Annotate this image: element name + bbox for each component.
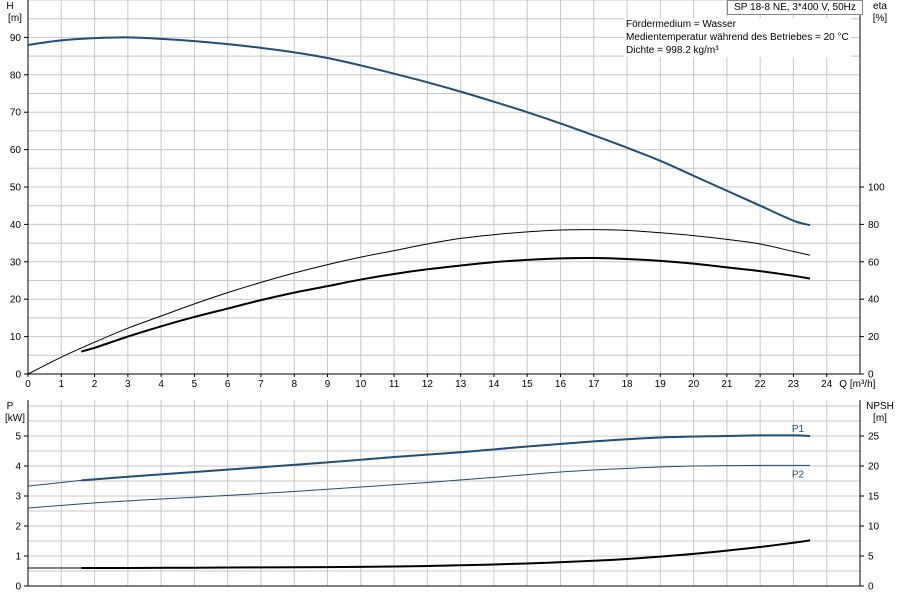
info-line-density: Dichte = 998.2 kg/m³ xyxy=(626,45,719,56)
x-tick-label: 8 xyxy=(291,379,297,390)
x-tick-label: 4 xyxy=(158,379,164,390)
x-tick-label: 12 xyxy=(422,379,434,390)
top-right-tick-label: 0 xyxy=(868,370,874,381)
x-tick-label: 7 xyxy=(258,379,264,390)
medium-info: Fördermedium = Wasser Medientemperatur w… xyxy=(624,18,851,57)
x-tick-label: 21 xyxy=(721,379,733,390)
x-tick-label: 19 xyxy=(655,379,667,390)
curve-P2 xyxy=(27,464,811,509)
top-left-tick-label: 40 xyxy=(10,220,22,231)
x-tick-label: 18 xyxy=(621,379,633,390)
bottom-right-tick-label: 5 xyxy=(868,552,874,563)
bottom-left-axis-unit: [kW] xyxy=(5,413,25,424)
curve-NPSH xyxy=(81,539,811,570)
x-tick-label: 5 xyxy=(192,379,198,390)
x-tick-label: 2 xyxy=(92,379,98,390)
x-tick-label: 10 xyxy=(355,379,367,390)
curve-P1 xyxy=(81,434,811,482)
x-tick-label: 22 xyxy=(755,379,767,390)
bottom-right-tick-label: 20 xyxy=(868,462,880,473)
top-left-tick-label: 80 xyxy=(10,70,22,81)
curve-eta_thin xyxy=(27,229,811,375)
bottom-left-tick-label: 5 xyxy=(15,432,21,443)
x-tick-label: 20 xyxy=(688,379,700,390)
top-right-tick-label: 40 xyxy=(868,295,880,306)
bottom-left-tick-label: 1 xyxy=(15,552,21,563)
curve-H xyxy=(27,36,811,227)
top-right-tick-label: 60 xyxy=(868,257,880,268)
x-tick-label: 15 xyxy=(522,379,534,390)
info-line-medium: Fördermedium = Wasser xyxy=(626,19,736,30)
info-line-temperature: Medientemperatur während des Betriebes =… xyxy=(626,32,849,43)
bottom-left-tick-label: 0 xyxy=(15,582,21,593)
x-tick-label: 1 xyxy=(58,379,64,390)
top-left-axis-unit: [m] xyxy=(8,13,22,24)
x-tick-label: 17 xyxy=(588,379,600,390)
top-left-tick-label: 90 xyxy=(10,33,22,44)
top-right-axis-title: eta xyxy=(873,1,887,12)
series-label-P2: P2 xyxy=(792,469,805,480)
x-tick-label: 11 xyxy=(389,379,400,390)
curve-P1-extension xyxy=(27,479,82,487)
x-tick-label: 6 xyxy=(225,379,231,390)
bottom-right-tick-label: 10 xyxy=(868,522,880,533)
top-left-tick-label: 60 xyxy=(10,145,22,156)
top-left-tick-label: 30 xyxy=(10,257,22,268)
top-left-axis-title: H xyxy=(6,1,13,12)
x-tick-label: 13 xyxy=(455,379,467,390)
top-right-tick-label: 100 xyxy=(868,183,885,194)
labels-layer: 0102030405060708090020406080100H[m]eta[%… xyxy=(5,1,894,593)
chart-title: SP 18-8 NE, 3*400 V, 50Hz xyxy=(727,0,863,15)
axes-layer xyxy=(24,0,864,587)
x-tick-label: 3 xyxy=(125,379,131,390)
x-tick-label: 24 xyxy=(821,379,833,390)
top-left-tick-label: 0 xyxy=(15,370,21,381)
series-layer xyxy=(27,36,811,570)
x-tick-label: 16 xyxy=(555,379,567,390)
bottom-right-tick-label: 25 xyxy=(868,432,880,443)
top-left-tick-label: 20 xyxy=(10,295,22,306)
bottom-left-tick-label: 2 xyxy=(15,522,21,533)
series-label-P1: P1 xyxy=(792,424,805,435)
top-left-tick-label: 70 xyxy=(10,108,22,119)
bottom-right-tick-label: 0 xyxy=(868,582,874,593)
top-right-tick-label: 20 xyxy=(868,332,880,343)
bottom-left-axis-title: P xyxy=(7,401,14,412)
x-tick-label: 9 xyxy=(325,379,331,390)
top-right-tick-label: 80 xyxy=(868,220,880,231)
bottom-left-tick-label: 4 xyxy=(15,462,21,473)
bottom-right-axis-unit: [m] xyxy=(873,413,887,424)
bottom-left-tick-label: 3 xyxy=(15,492,21,503)
top-left-tick-label: 10 xyxy=(10,332,22,343)
x-tick-label: 0 xyxy=(25,379,31,390)
x-tick-label: 14 xyxy=(488,379,500,390)
x-tick-label: 23 xyxy=(788,379,800,390)
x-axis-title: Q [m³/h] xyxy=(839,379,875,390)
top-right-axis-unit: [%] xyxy=(873,13,888,24)
curve-eta_thick xyxy=(80,257,811,353)
bottom-right-axis-title: NPSH xyxy=(866,401,894,412)
top-left-tick-label: 50 xyxy=(10,183,22,194)
bottom-right-tick-label: 15 xyxy=(868,492,880,503)
